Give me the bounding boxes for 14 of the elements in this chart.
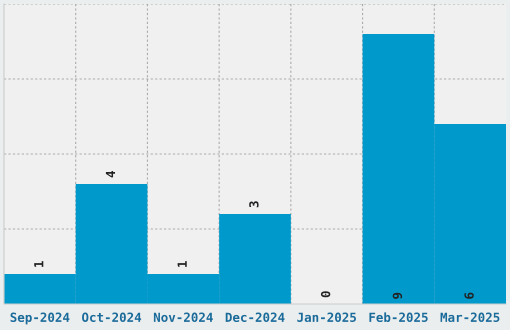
x-tick-label: Nov-2024 [154, 312, 213, 322]
x-tick-label: Sep-2024 [10, 312, 70, 324]
data-label: 1 [178, 261, 187, 267]
data-label: 3 [249, 201, 259, 208]
data-label: 1 [34, 261, 44, 267]
x-tick-label: Dec-2024 [226, 312, 285, 322]
data-label: 0 [320, 291, 330, 298]
data-label: 6 [464, 292, 474, 299]
x-tick-label: Mar-2025 [440, 312, 500, 322]
data-label: 4 [106, 171, 116, 178]
data-label: 9 [392, 292, 402, 299]
x-tick-label: Oct-2024 [82, 312, 142, 322]
x-tick-label: Jan-2025 [297, 312, 356, 322]
x-tick-label: Feb-2025 [369, 312, 428, 322]
